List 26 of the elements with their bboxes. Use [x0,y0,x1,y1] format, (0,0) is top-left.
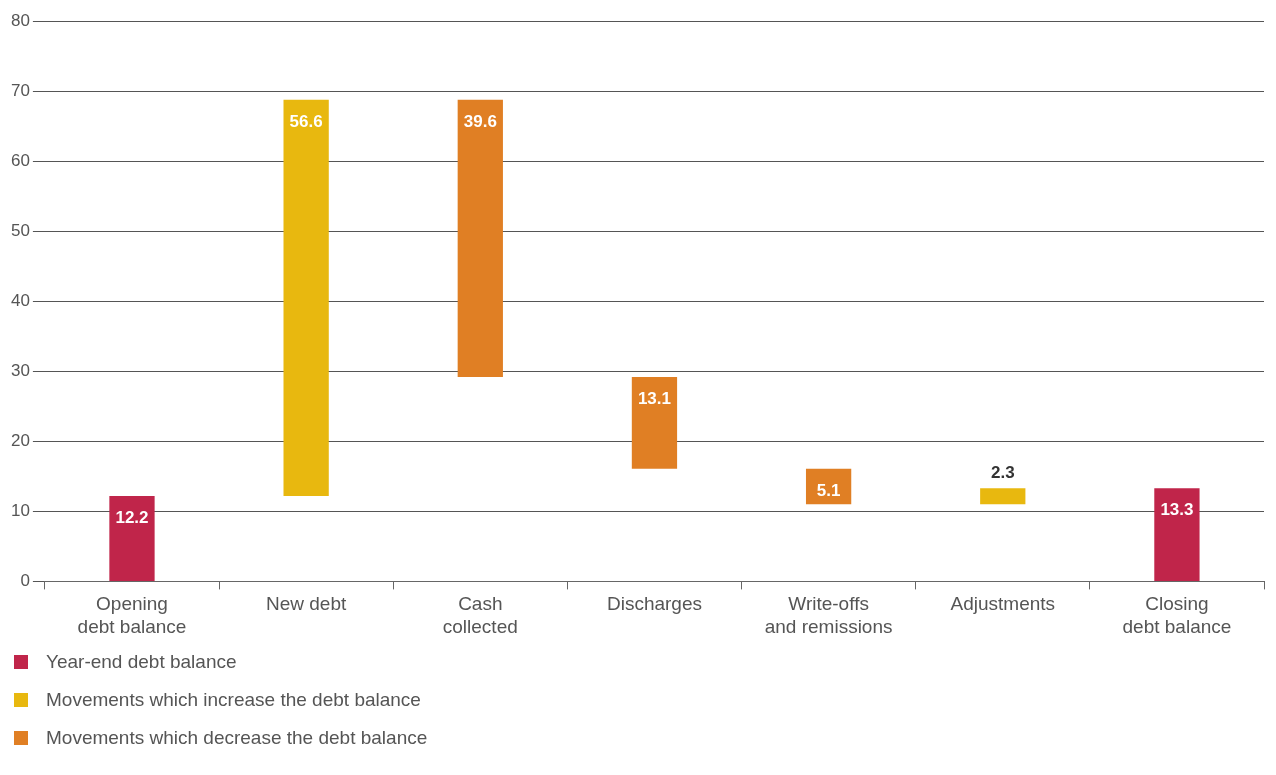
x-tick-label: Opening debt balance [77,593,187,637]
x-tick-label: New debt [266,593,347,615]
y-tick-label: 0 [20,571,30,591]
y-tick-label: 80 [10,10,30,30]
y-tick-label: 50 [10,220,30,240]
data-label: 39.6 [463,111,497,131]
x-tick-label: Write-offs and remissions [764,593,893,637]
y-tick-label: 40 [10,290,30,310]
legend-label: Movements which increase the debt balance [46,689,421,711]
y-tick-label: 70 [10,80,30,100]
y-tick-label: 30 [10,361,30,381]
x-tick-label: Closing debt balance [1122,593,1232,637]
data-label: 13.3 [1160,500,1194,520]
legend-label: Movements which decrease the debt balance [46,727,428,749]
data-label: 56.6 [289,111,323,131]
x-tick-label: Discharges [606,593,702,615]
x-tick-label: Adjustments [950,593,1056,615]
y-tick-label: 20 [10,431,30,451]
y-tick-label: 60 [10,150,30,170]
x-tick-label: Cash collected [442,593,518,637]
data-label: 12.2 [115,508,149,528]
data-label: 2.3 [990,463,1015,483]
data-label: 5.1 [816,480,841,500]
y-tick-label: 10 [10,501,30,521]
legend-label: Year-end debt balance [46,651,237,673]
data-label: 13.1 [637,389,671,409]
